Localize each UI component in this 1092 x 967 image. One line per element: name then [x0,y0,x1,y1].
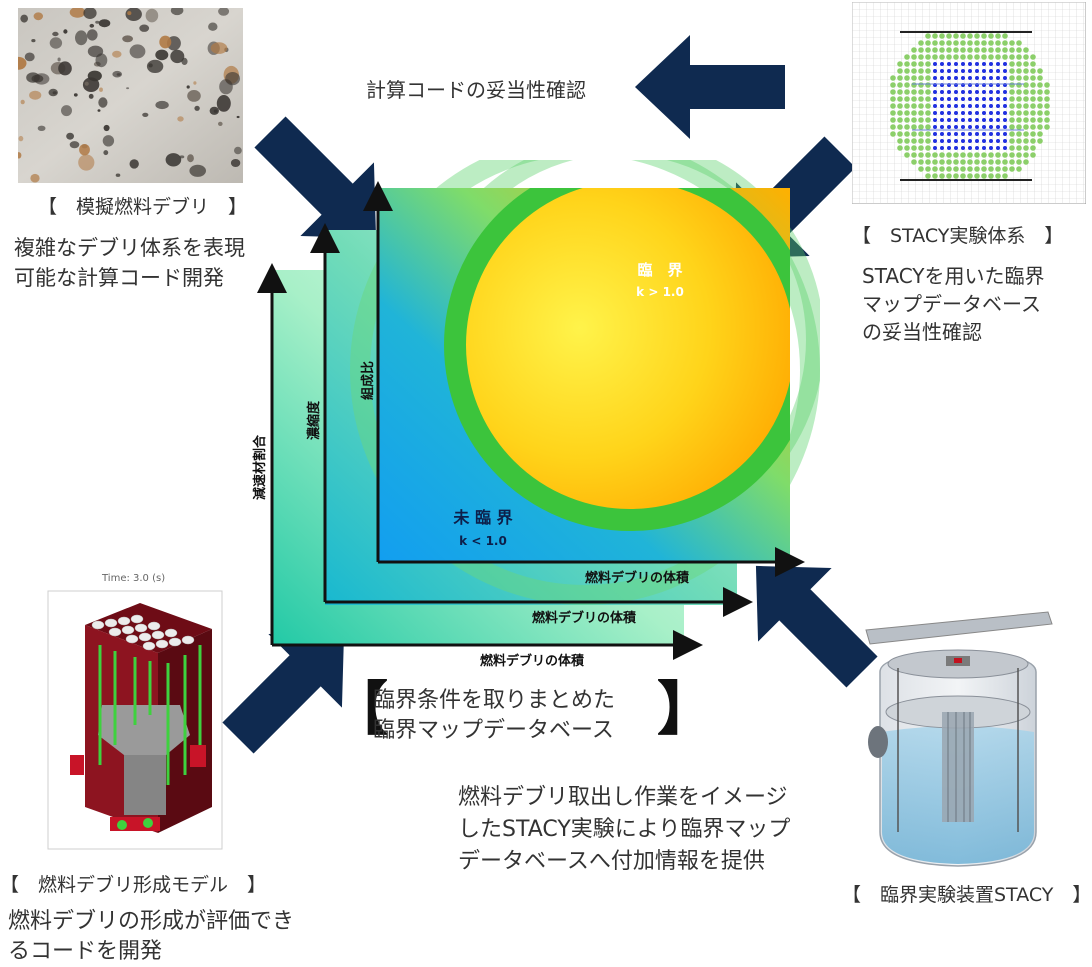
formation-model-render [47,590,223,850]
x-label-middle: 燃料デブリの体積 [532,610,637,626]
debris-pores [18,8,242,183]
y-label-front: 組成比 [360,361,376,400]
experiment-caption-line-1: 燃料デブリ取出し作業をイメージ [458,785,788,810]
stacy-system-title: 【 STACY実験体系 】 [852,225,1064,247]
stacy-facility-title: 【 臨界実験装置STACY 】 [842,884,1092,906]
debris-description: 複雑なデブリ体系を表現 可能な計算コード開発 [14,233,245,293]
map-title-line-2: 臨界マップデータベース [373,718,614,743]
y-label-middle: 濃縮度 [306,400,322,440]
critical-map: 燃料デブリの体積 燃料デブリの体積 燃料デブリの体積 減速材割合 濃縮度 組成比… [252,160,820,669]
debris-desc-line-1: 複雑なデブリ体系を表現 [14,236,245,260]
arrow-validation-left [635,35,785,139]
pellet-tops [91,614,195,651]
experiment-caption: 燃料デブリ取出し作業をイメージ したSTACY実験により臨界マップ データベース… [458,782,790,878]
subcritical-label: 未 臨 界 [452,508,512,527]
critical-boundary-ring [444,188,790,531]
debris-desc-line-2: 可能な計算コード開発 [14,266,224,290]
map-title-bracket-right: 】 [657,675,716,743]
subcritical-condition: k < 1.0 [459,534,507,548]
critical-condition: k > 1.0 [636,285,684,299]
x-label-back: 燃料デブリの体積 [480,653,585,669]
map-ring-back [350,160,820,605]
formation-desc-line-1: 燃料デブリの形成が評価でき [8,909,295,934]
map-title-bracket-left: 【 [330,675,389,743]
stacy-desc-line-3: の妥当性確認 [862,320,982,344]
simulation-time-label: Time: 3.0 (s) [102,573,166,584]
stacy-facility-render [865,611,1053,867]
critical-label: 臨 界 [637,261,682,279]
stacy-desc-line-2: マップデータベース [862,292,1041,316]
stacy-system-description: STACYを用いた臨界 マップデータベース の妥当性確認 [862,262,1045,346]
x-label-front: 燃料デブリの体積 [585,570,690,586]
validation-caption: 計算コードの妥当性確認 [366,78,586,102]
formation-model-description: 燃料デブリの形成が評価でき るコードを開発 [8,907,294,967]
critical-region [462,188,790,513]
map-title-line-1: 臨界条件を取りまとめた [373,688,616,713]
experiment-caption-line-2: したSTACY実験により臨界マップ [458,817,791,842]
map-title: 臨界条件を取りまとめた 臨界マップデータベース [373,686,615,746]
debris-title: 【 模擬燃料デブリ 】 [38,196,248,218]
fuel-rod-lattice [890,33,1050,179]
formation-model-title: 【 燃料デブリ形成モデル 】 [0,874,267,896]
debris-photo [18,8,243,183]
y-label-back: 減速材割合 [252,434,268,500]
stacy-desc-line-1: STACYを用いた臨界 [862,264,1045,288]
stacy-grid-diagram [852,2,1086,204]
experiment-caption-line-3: データベースへ付加情報を提供 [458,849,765,874]
formation-desc-line-2: るコードを開発 [8,939,163,964]
